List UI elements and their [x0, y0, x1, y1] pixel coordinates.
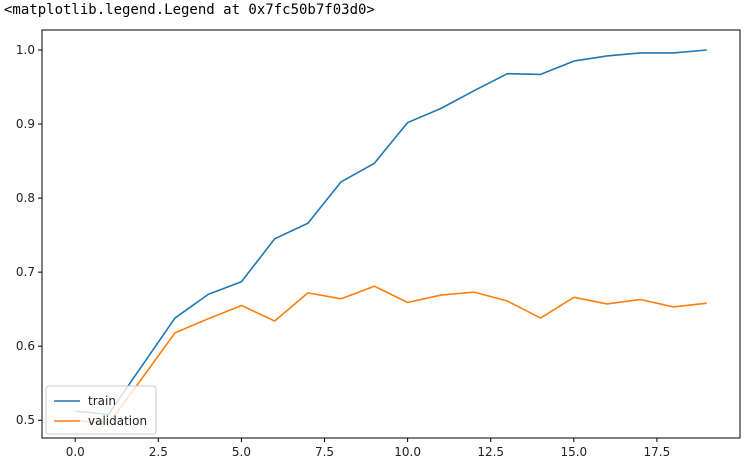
y-axis: 0.5 0.6 0.7 0.8 0.9 1.0 — [16, 43, 42, 427]
legend: train validation — [45, 385, 157, 435]
legend-label-validation: validation — [88, 414, 147, 428]
y-tick-label: 0.7 — [16, 265, 35, 279]
y-tick-label: 1.0 — [16, 43, 35, 57]
series-line-validation — [75, 285, 707, 425]
x-tick-label: 15.0 — [560, 445, 587, 459]
x-tick-label: 7.5 — [315, 445, 334, 459]
x-tick-label: 12.5 — [477, 445, 504, 459]
y-tick-label: 0.5 — [16, 413, 35, 427]
x-tick-label: 10.0 — [394, 445, 421, 459]
legend-box — [45, 385, 157, 435]
legend-label-train: train — [88, 394, 116, 408]
y-tick-label: 0.6 — [16, 339, 35, 353]
y-tick-label: 0.8 — [16, 191, 35, 205]
axes-frame — [41, 29, 741, 439]
output-repr-text: <matplotlib.legend.Legend at 0x7fc50b7f0… — [4, 2, 375, 18]
y-tick-label: 0.9 — [16, 117, 35, 131]
x-tick-label: 2.5 — [149, 445, 168, 459]
x-tick-label: 5.0 — [232, 445, 251, 459]
series-line-train — [75, 49, 707, 416]
x-tick-label: 17.5 — [644, 445, 671, 459]
x-axis: 0.0 2.5 5.0 7.5 10.0 12.5 15.0 17.5 — [66, 438, 671, 459]
x-tick-label: 0.0 — [66, 445, 85, 459]
series-layer — [75, 49, 707, 425]
